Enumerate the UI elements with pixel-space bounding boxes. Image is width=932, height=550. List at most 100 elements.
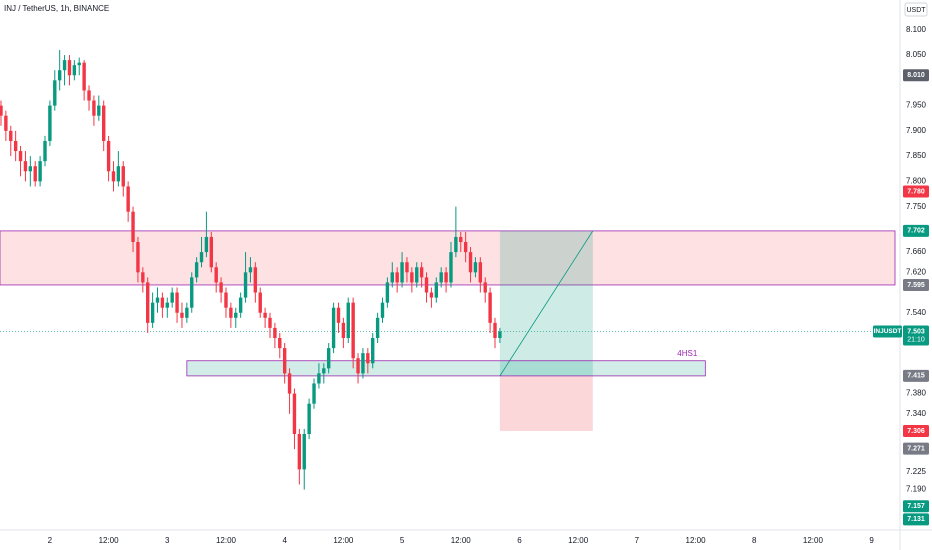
y-tick-label: 7.850 bbox=[906, 151, 927, 160]
y-tick-label: 7.620 bbox=[906, 267, 927, 276]
x-tick-label: 12:00 bbox=[451, 536, 472, 545]
candle-body bbox=[67, 60, 72, 76]
candle-body bbox=[150, 302, 155, 323]
price-badge: 7.131 bbox=[907, 516, 925, 523]
candle-body bbox=[248, 267, 253, 273]
x-tick-label: 12:00 bbox=[686, 536, 707, 545]
candle-body bbox=[444, 272, 448, 283]
candle-body bbox=[459, 236, 463, 243]
candle-body bbox=[390, 272, 394, 283]
candle-body bbox=[92, 100, 96, 116]
loss-zone bbox=[499, 375, 593, 431]
countdown: 21:10 bbox=[907, 336, 925, 343]
candle-body bbox=[4, 115, 8, 131]
candle-body bbox=[111, 171, 116, 182]
price-badge: 7.702 bbox=[907, 228, 925, 235]
candle-body bbox=[468, 252, 473, 273]
y-tick-label: 7.380 bbox=[906, 389, 927, 398]
y-tick-label: 7.950 bbox=[906, 101, 927, 110]
support-zone bbox=[186, 360, 706, 377]
price-badge-box bbox=[903, 69, 929, 82]
candle-body bbox=[478, 262, 483, 283]
x-tick-label: 9 bbox=[869, 536, 874, 545]
candle-body bbox=[101, 105, 106, 141]
candle-body bbox=[175, 292, 179, 313]
candle-body bbox=[131, 211, 135, 243]
candle-body bbox=[106, 140, 111, 172]
symbol-badge-box bbox=[873, 325, 902, 338]
currency-box[interactable] bbox=[904, 2, 928, 17]
candle-body bbox=[287, 373, 292, 394]
candle-body bbox=[292, 393, 297, 435]
y-tick-label: 7.190 bbox=[906, 485, 927, 494]
candle-body bbox=[336, 307, 341, 323]
candle-body bbox=[82, 62, 86, 91]
candle-body bbox=[424, 277, 429, 293]
candle-body bbox=[136, 242, 140, 273]
candle-body bbox=[238, 297, 243, 313]
candle-body bbox=[498, 331, 502, 339]
x-tick-label: 12:00 bbox=[99, 536, 120, 545]
last-price-badge: 7.503 bbox=[907, 328, 925, 335]
candle-body bbox=[307, 403, 311, 435]
candle-body bbox=[429, 292, 434, 298]
candle-body bbox=[243, 272, 248, 298]
candle-body bbox=[400, 262, 404, 283]
price-badge: 7.271 bbox=[907, 445, 925, 452]
candle-body bbox=[439, 272, 443, 283]
x-tick-label: 3 bbox=[165, 536, 170, 545]
y-tick-label: 7.340 bbox=[906, 409, 927, 418]
price-badge: 7.306 bbox=[907, 428, 925, 435]
candle-body bbox=[160, 297, 165, 308]
candle-body bbox=[380, 302, 385, 318]
candle-body bbox=[405, 262, 409, 273]
x-tick-label: 12:00 bbox=[333, 536, 354, 545]
candle-body bbox=[434, 282, 439, 298]
symbol-badge: INJUSDT bbox=[874, 328, 902, 335]
candle-body bbox=[194, 262, 199, 278]
candle-body bbox=[312, 383, 316, 404]
candle-body bbox=[415, 267, 419, 283]
price-badge: 7.780 bbox=[907, 188, 925, 195]
candle-body bbox=[62, 60, 67, 71]
x-tick-label: 12:00 bbox=[568, 536, 589, 545]
price-badge-box bbox=[903, 278, 929, 291]
candle-body bbox=[331, 307, 336, 349]
candle-body bbox=[493, 322, 497, 339]
candle-body bbox=[473, 262, 478, 273]
chart-title: INJ / TetherUS, 1h, BINANCE bbox=[4, 4, 109, 13]
candle-body bbox=[48, 105, 52, 141]
candle-body bbox=[366, 353, 370, 364]
candle-body bbox=[209, 236, 214, 268]
candle-body bbox=[116, 166, 121, 182]
candle-body bbox=[199, 252, 204, 263]
candle-body bbox=[326, 348, 331, 369]
x-tick-label: 12:00 bbox=[803, 536, 824, 545]
y-tick-label: 7.900 bbox=[906, 126, 927, 135]
candle-body bbox=[385, 282, 390, 303]
x-tick-label: 2 bbox=[48, 536, 53, 545]
price-badge: 7.157 bbox=[907, 503, 925, 510]
candle-body bbox=[483, 282, 487, 293]
candle-body bbox=[165, 302, 169, 308]
candle-body bbox=[126, 186, 130, 212]
x-tick-label: 4 bbox=[282, 536, 287, 545]
price-badge-box bbox=[903, 500, 929, 513]
candle-body bbox=[282, 348, 287, 374]
candle-body bbox=[224, 292, 228, 308]
candle-body bbox=[302, 434, 306, 470]
price-badge: 7.595 bbox=[907, 282, 925, 289]
candle-body bbox=[33, 166, 37, 182]
price-badge: 8.010 bbox=[907, 72, 925, 79]
candle-body bbox=[449, 252, 453, 283]
x-tick-label: 8 bbox=[752, 536, 757, 545]
candle-body bbox=[28, 166, 33, 172]
y-tick-label: 8.050 bbox=[906, 50, 927, 59]
candle-body bbox=[97, 105, 101, 116]
candle-body bbox=[9, 130, 13, 141]
candle-body bbox=[234, 312, 238, 318]
y-tick-label: 7.225 bbox=[906, 467, 927, 476]
price-badge-box bbox=[903, 224, 929, 237]
candle-body bbox=[155, 297, 160, 303]
candle-body bbox=[229, 307, 233, 318]
